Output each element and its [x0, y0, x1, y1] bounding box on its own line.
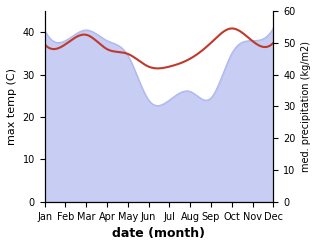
X-axis label: date (month): date (month) — [113, 227, 205, 240]
Y-axis label: max temp (C): max temp (C) — [7, 68, 17, 145]
Y-axis label: med. precipitation (kg/m2): med. precipitation (kg/m2) — [301, 41, 311, 172]
